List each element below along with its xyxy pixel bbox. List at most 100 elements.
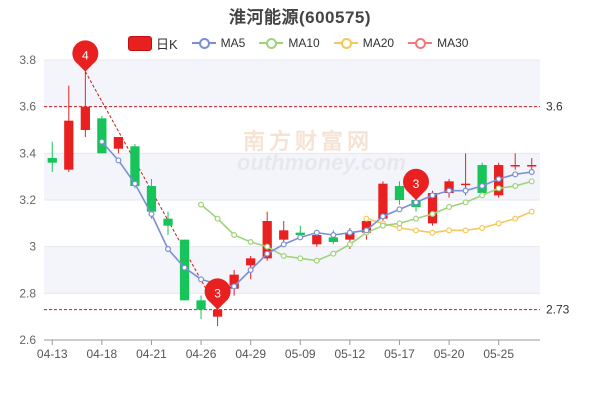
candle-body xyxy=(312,235,322,245)
ma10-point xyxy=(479,192,486,199)
legend-label-ma30: MA30 xyxy=(437,36,469,50)
candle-body xyxy=(427,193,438,224)
ma5-point xyxy=(148,211,155,218)
ma10-point xyxy=(247,239,254,246)
ma5-point xyxy=(446,187,453,194)
candle-body xyxy=(130,146,140,186)
candle-body xyxy=(64,120,74,170)
ma20-point xyxy=(479,225,486,232)
ma5-point xyxy=(280,241,287,248)
ma10-point xyxy=(313,257,320,264)
candle-body xyxy=(196,300,206,310)
ma20-point xyxy=(495,220,502,227)
reference-label: 2.73 xyxy=(546,303,570,317)
x-tick-label: 04-29 xyxy=(235,347,266,361)
ma10-point xyxy=(446,204,453,211)
candle-icon xyxy=(128,35,152,51)
pin-label: 3 xyxy=(214,287,221,301)
ma10-point xyxy=(379,222,386,229)
ma5-point xyxy=(528,169,535,176)
pin-label: 3 xyxy=(413,177,420,191)
grid-band xyxy=(44,153,540,200)
legend-item-k[interactable]: 日K xyxy=(128,34,178,53)
candle-body xyxy=(345,232,355,240)
candle-body xyxy=(444,181,454,193)
candle-body xyxy=(212,309,223,317)
marker-pin: 4 xyxy=(72,40,99,72)
ma5-point xyxy=(181,264,188,271)
legend-item-ma30[interactable]: MA30 xyxy=(408,36,468,50)
x-tick-label: 05-09 xyxy=(285,347,316,361)
ma10-point xyxy=(330,250,337,257)
candle-body xyxy=(394,186,405,200)
candle-body xyxy=(295,232,305,235)
ma5-point xyxy=(131,180,138,187)
ma20-line-icon xyxy=(333,37,358,49)
ma5-point xyxy=(98,138,105,145)
legend-item-ma10[interactable]: MA10 xyxy=(259,36,320,50)
x-tick-label: 04-18 xyxy=(87,347,118,361)
ma10-point xyxy=(413,215,420,222)
grid-band xyxy=(44,60,540,107)
y-tick-label: 2.8 xyxy=(19,286,36,300)
ma30-line-icon xyxy=(408,37,433,49)
candle-body xyxy=(460,183,471,186)
legend-label-k: 日K xyxy=(156,36,178,52)
grid-band xyxy=(44,246,540,294)
ma10-point xyxy=(462,199,469,206)
ma10-point xyxy=(429,211,436,218)
candle-body xyxy=(163,218,173,226)
ma5-point xyxy=(330,232,337,239)
ma10-point xyxy=(198,201,205,208)
reference-label: 3.6 xyxy=(546,100,563,114)
pin-shape xyxy=(72,40,99,72)
ma20-point xyxy=(413,227,420,234)
ma20-point xyxy=(446,227,453,234)
candle-body xyxy=(510,165,520,167)
ma20-point xyxy=(462,227,469,234)
x-tick-label: 04-26 xyxy=(186,347,217,361)
x-tick-label: 05-17 xyxy=(384,347,415,361)
candle-body xyxy=(527,165,537,167)
marker-pin: 3 xyxy=(402,168,429,200)
legend-item-ma20[interactable]: MA20 xyxy=(333,36,395,50)
ma5-point xyxy=(363,227,370,234)
legend-item-ma5[interactable]: MA5 xyxy=(191,36,246,50)
y-tick-label: 3.2 xyxy=(19,193,36,207)
ma5-point xyxy=(231,283,238,290)
ma10-line-icon xyxy=(259,37,284,49)
ma5-point xyxy=(495,176,502,183)
ma10-point xyxy=(346,241,353,248)
ma5-point xyxy=(396,206,403,213)
candle-body xyxy=(47,158,57,163)
candle-body xyxy=(146,186,157,212)
ma20-point xyxy=(528,208,535,215)
ma10-point xyxy=(528,178,535,185)
candle-body xyxy=(229,274,239,289)
ma5-point xyxy=(115,157,122,164)
legend-label-ma5: MA5 xyxy=(220,36,246,50)
ma5-line-icon xyxy=(191,37,216,49)
ma5-point xyxy=(479,183,486,190)
candle-body xyxy=(80,106,90,130)
y-tick-label: 3.4 xyxy=(19,146,36,160)
pin-label: 4 xyxy=(82,49,89,63)
ma10-point xyxy=(495,185,502,192)
moving-averages xyxy=(98,138,535,290)
ma5-point xyxy=(297,234,304,241)
ma5-point xyxy=(512,171,519,178)
ma5-point xyxy=(413,199,420,206)
chart-grid xyxy=(44,59,540,341)
marker-pin: 3 xyxy=(204,278,231,310)
candle-body xyxy=(262,221,272,259)
ma5-point xyxy=(247,267,254,274)
ma10-point xyxy=(297,255,304,262)
ma5-point xyxy=(313,229,320,236)
y-tick-label: 3.6 xyxy=(19,100,36,114)
ma5-point xyxy=(429,192,436,199)
ma20-point xyxy=(512,215,519,222)
legend-label-ma20: MA20 xyxy=(362,36,395,50)
x-tick-label: 04-13 xyxy=(37,347,68,361)
ma10-point xyxy=(231,232,238,239)
